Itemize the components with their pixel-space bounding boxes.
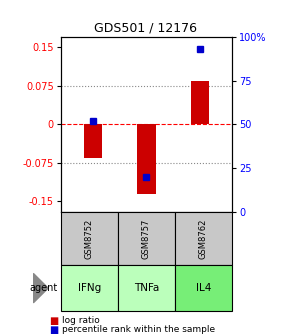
- Text: percentile rank within the sample: percentile rank within the sample: [62, 326, 215, 334]
- Text: ■: ■: [49, 316, 59, 326]
- Text: agent: agent: [30, 283, 58, 293]
- Text: log ratio: log ratio: [62, 317, 100, 325]
- Bar: [137, 124, 156, 194]
- Text: GDS501 / 12176: GDS501 / 12176: [93, 22, 197, 35]
- Text: GSM8752: GSM8752: [85, 218, 94, 259]
- Text: GSM8757: GSM8757: [142, 218, 151, 259]
- Bar: [191, 81, 209, 124]
- Text: GSM8762: GSM8762: [199, 218, 208, 259]
- Text: IL4: IL4: [196, 283, 211, 293]
- Text: TNFa: TNFa: [134, 283, 159, 293]
- Text: ■: ■: [49, 325, 59, 335]
- Polygon shape: [33, 274, 48, 303]
- Bar: [84, 124, 102, 158]
- Text: IFNg: IFNg: [78, 283, 101, 293]
